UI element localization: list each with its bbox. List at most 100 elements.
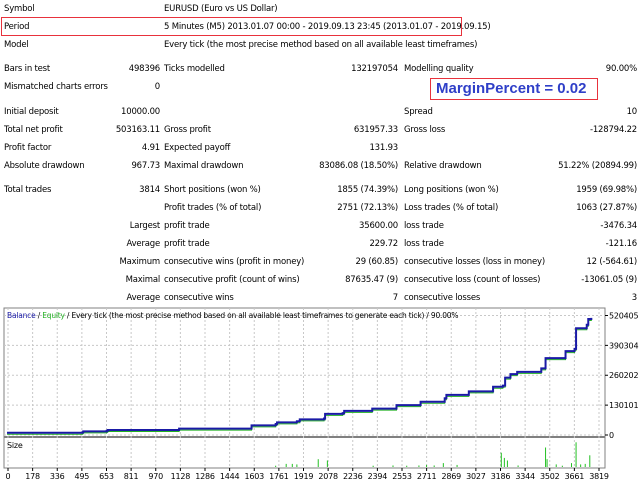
size-label: Size (7, 441, 23, 450)
stat-v1-5: 967.73 (131, 161, 160, 171)
stat-l2-3: Gross profit (164, 125, 211, 135)
model-label: Model (4, 40, 29, 50)
x-tick-label: 2711 (417, 472, 437, 480)
stat-l3-8: loss trade (404, 221, 444, 231)
legend-equity: Equity (42, 311, 65, 320)
symbol-label: Symbol (4, 4, 35, 14)
stat-v2-3: 631957.33 (353, 125, 398, 135)
stat-l1-1: Mismatched charts errors (4, 82, 108, 92)
stat-l2-4: Expected payoff (164, 143, 231, 153)
stat-l1-0: Bars in test (4, 64, 51, 74)
x-tick-label: 1444 (220, 472, 240, 480)
stat-v2-2 (238, 105, 398, 119)
stat-l2-12: consecutive wins (164, 293, 234, 303)
stat-v3-9: -121.16 (605, 239, 638, 249)
stat-v3-6: 1959 (69.98%) (576, 185, 637, 195)
x-tick-label: 336 (50, 472, 65, 480)
x-tick-label: 3661 (565, 472, 585, 480)
stat-l3-7: Loss trades (% of total) (404, 203, 499, 213)
stat-v3-11: -13061.05 (9) (581, 275, 637, 285)
x-tick-label: 1761 (269, 472, 289, 480)
stat-l3-5: Relative drawdown (404, 161, 482, 171)
legend-balance: Balance (7, 311, 36, 320)
stat-v1-11: Maximal (125, 275, 161, 285)
x-tick-label: 1128 (171, 472, 191, 480)
x-tick-label: 2394 (368, 472, 388, 480)
stat-l2-7: Profit trades (% of total) (164, 203, 262, 213)
stat-v2-8: 35600.00 (359, 221, 398, 231)
x-tick-label: 3502 (540, 472, 560, 480)
x-tick-label: 0 (6, 472, 11, 480)
stat-v3-8: -3476.34 (600, 221, 637, 231)
stat-v1-1: 0 (154, 82, 160, 92)
stat-l2-8: profit trade (164, 221, 210, 231)
stat-l3-3: Gross loss (404, 125, 446, 135)
stat-l2-9: profit trade (164, 239, 210, 249)
x-tick-label: 3819 (589, 472, 609, 480)
stat-v2-5: 83086.08 (18.50%) (319, 161, 398, 171)
stat-v3-7: 1063 (27.87%) (576, 203, 637, 213)
x-tick-label: 2869 (441, 472, 461, 480)
x-tick-label: 178 (25, 472, 40, 480)
stat-l3-6: Long positions (won %) (404, 185, 499, 195)
stat-v2-6: 1855 (74.39%) (337, 185, 398, 195)
x-tick-label: 3186 (491, 472, 511, 480)
stat-v1-7 (0, 201, 160, 215)
x-tick-label: 811 (124, 472, 139, 480)
stat-v3-2: 10 (626, 107, 638, 117)
symbol-value: EURUSD (Euro vs US Dollar) (164, 4, 278, 14)
stat-v1-2: 10000.00 (121, 107, 160, 117)
stat-v2-12: 7 (392, 293, 398, 303)
stat-l2-0: Ticks modelled (164, 64, 225, 74)
balance-chart: 0 178 336 495 653 811 970 1128 1286 1444 1603 1761 1… (3, 307, 639, 480)
stat-l1-5: Absolute drawdown (4, 161, 85, 171)
y-tick-label: 520405 (609, 311, 638, 320)
balance-line (7, 317, 593, 434)
stat-v3-0: 90.00% (605, 64, 637, 74)
stat-v3-4 (477, 141, 637, 155)
stat-l1-6: Total trades (4, 185, 52, 195)
stat-l2-10: consecutive wins (profit in money) (164, 257, 305, 267)
x-tick-label: 653 (99, 472, 114, 480)
stat-v1-0: 498396 (128, 64, 160, 74)
margin-percent-annotation: MarginPercent = 0.02 (430, 78, 598, 100)
x-tick-label: 1603 (244, 472, 264, 480)
stat-v1-4: 4.91 (141, 143, 160, 153)
stat-v2-0: 132197054 (351, 64, 398, 74)
stat-l3-10: consecutive losses (loss in money) (404, 257, 545, 267)
y-tick-label: 0 (609, 431, 614, 440)
stat-v2-9: 229.72 (369, 239, 398, 249)
stat-l3-9: loss trade (404, 239, 444, 249)
x-tick-label: 970 (148, 472, 163, 480)
stat-v2-11: 87635.47 (9) (345, 275, 398, 285)
x-tick-label: 2078 (318, 472, 338, 480)
stat-v3-1 (477, 80, 637, 94)
period-value: 5 Minutes (M5) 2013.01.07 00:00 - 2019.0… (164, 22, 491, 32)
stat-l2-5: Maximal drawdown (164, 161, 244, 171)
model-value: Every tick (the most precise method base… (164, 40, 478, 50)
y-tick-label: 390304 (609, 341, 638, 350)
stat-l1-4: Profit factor (4, 143, 52, 153)
x-tick-label: 1286 (195, 472, 215, 480)
legend-description: / Every tick (the most precise method ba… (65, 311, 459, 320)
stat-v3-10: 12 (-564.61) (586, 257, 637, 267)
stat-v2-4: 131.93 (369, 143, 398, 153)
x-tick-label: 2553 (392, 472, 412, 480)
legend-separator: / (36, 311, 43, 320)
stat-v1-12: Average (126, 293, 160, 303)
stat-l2-6: Short positions (won %) (164, 185, 261, 195)
x-tick-label: 3344 (515, 472, 535, 480)
stat-l1-2: Initial deposit (4, 107, 59, 117)
stat-l3-2: Spread (404, 107, 433, 117)
chart-frame (3, 307, 606, 469)
stat-v1-6: 3814 (139, 185, 160, 195)
stat-v2-1 (238, 80, 398, 94)
y-tick-label: 260202 (609, 371, 638, 380)
stat-v3-5: 51.22% (20894.99) (558, 161, 637, 171)
stat-l3-0: Modelling quality (404, 64, 474, 74)
x-tick-label: 1919 (294, 472, 314, 480)
chart-legend: Balance / Equity / Every tick (the most … (7, 311, 458, 320)
x-tick-label: 2236 (343, 472, 363, 480)
stat-v2-10: 29 (60.85) (355, 257, 399, 267)
stat-l3-11: consecutive loss (count of losses) (404, 275, 541, 285)
